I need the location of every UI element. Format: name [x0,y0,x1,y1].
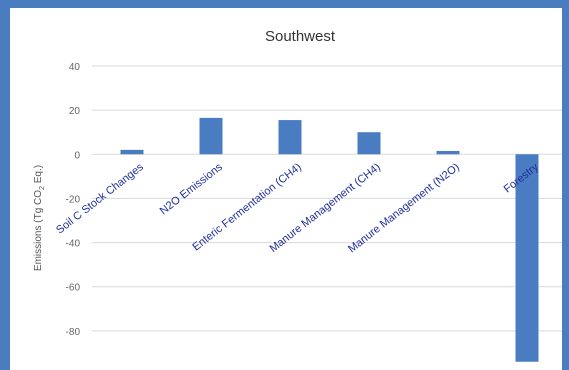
y-axis-label-subscript: 2 [39,186,46,190]
y-tick-label: 20 [69,106,81,117]
chart-title: Southwest [265,28,336,45]
y-tick-label: 0 [74,150,80,161]
bar [278,120,302,155]
y-tick-label: -20 [66,194,81,205]
category-label: N2O Emissions [158,161,226,217]
gridlines [92,65,562,332]
bars [120,117,539,362]
bar [357,132,381,155]
y-axis-label: Emissions (Tg CO2 Eq.) [33,165,46,271]
y-axis-label-text: Emissions (Tg CO [33,190,44,271]
y-tick-label: -40 [66,239,81,250]
bar [199,117,223,155]
y-axis-label-unit: Eq.) [33,165,44,186]
bar [120,149,144,155]
y-tick-label: -60 [66,283,81,294]
category-labels: Soil C Stock Changes N2O EmissionsEnteric… [54,161,541,255]
bar [515,154,539,362]
y-tick-label: 40 [69,62,81,73]
y-tick-label: -80 [66,327,81,338]
bar [436,150,460,155]
